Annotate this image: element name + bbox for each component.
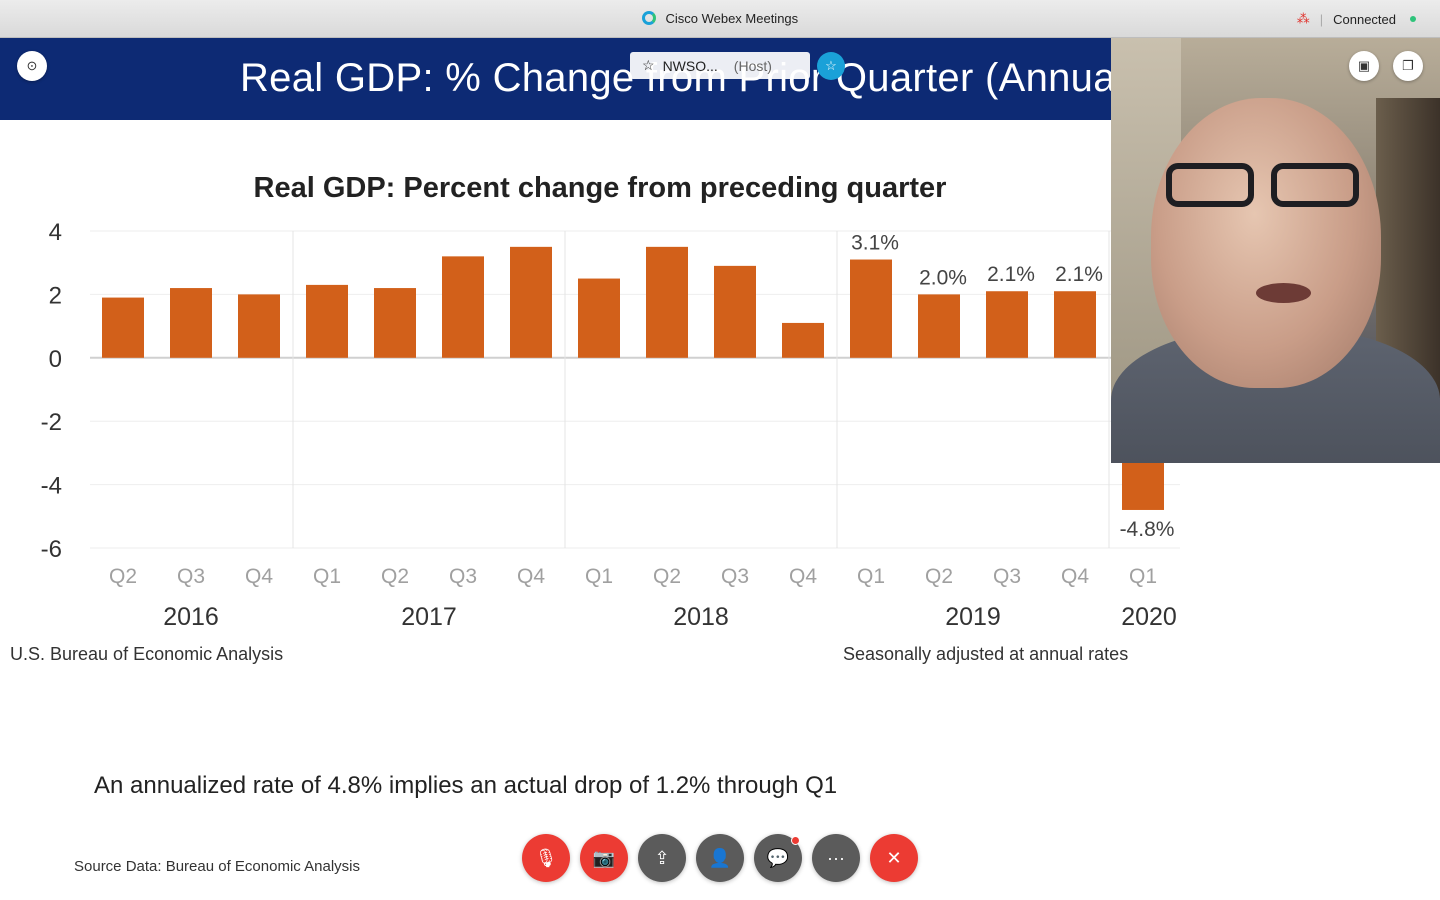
chat-icon: 💬 xyxy=(766,847,790,868)
pin-icon: ☆ xyxy=(825,58,837,73)
bar xyxy=(238,294,280,358)
y-tick-label: -2 xyxy=(41,409,62,436)
data-label: 2.1% xyxy=(1055,263,1103,286)
picture-in-picture-icon: ▣ xyxy=(1357,58,1371,73)
x-tick-label: Q3 xyxy=(721,565,749,588)
leave-button[interactable]: ✕ xyxy=(870,834,918,882)
year-label: 2016 xyxy=(163,603,219,631)
chart-title: Real GDP: Percent change from preceding … xyxy=(253,172,947,204)
year-label: 2020 xyxy=(1121,603,1177,631)
gdp-bar-chart: 4 2 0 -2 -4 -6 3.1% 2.0% 2.1% 2.1% -4.8% Q2 Q3 Q4 Q1 Q2… xyxy=(41,219,1180,631)
year-label: 2017 xyxy=(401,603,457,631)
x-tick-label: Q2 xyxy=(653,565,681,588)
webex-logo-icon xyxy=(641,11,656,25)
lens-left xyxy=(1166,163,1254,207)
chat-button[interactable]: 💬 xyxy=(754,834,802,882)
x-tick-label: Q3 xyxy=(993,565,1021,588)
x-tick-label: Q4 xyxy=(245,565,273,588)
participants-icon: 👤 xyxy=(708,847,732,868)
x-tick-label: Q1 xyxy=(857,565,885,588)
bar xyxy=(1054,291,1096,358)
host-label[interactable]: ☆ NWSO... (Host) xyxy=(630,52,810,79)
bar xyxy=(442,256,484,358)
y-tick-label: 0 xyxy=(49,346,62,373)
source-data: Source Data: Bureau of Economic Analysis xyxy=(74,858,360,875)
video-button[interactable]: 📷 xyxy=(580,834,628,882)
slide-note: An annualized rate of 4.8% implies an ac… xyxy=(94,772,838,799)
x-tick-label: Q1 xyxy=(585,565,613,588)
status-dot-icon xyxy=(1410,16,1416,22)
data-label: -4.8% xyxy=(1120,518,1175,541)
mic-muted-icon: ⁂ xyxy=(1296,11,1310,26)
layout-icon: ❐ xyxy=(1402,58,1414,73)
info-button[interactable]: ⊙ xyxy=(17,51,47,81)
participants-button[interactable]: 👤 xyxy=(696,834,744,882)
data-label: 3.1% xyxy=(851,232,899,255)
bar xyxy=(374,288,416,358)
host-name: NWSO... xyxy=(662,57,718,74)
notification-dot xyxy=(791,836,800,845)
bar xyxy=(510,246,552,358)
bar xyxy=(714,265,756,358)
share-button[interactable]: ⇪ xyxy=(638,834,686,882)
pin-outline-icon: ☆ xyxy=(642,57,655,73)
y-tick-label: 4 xyxy=(49,219,62,246)
bar xyxy=(850,259,892,358)
bar xyxy=(306,284,348,358)
data-label: 2.0% xyxy=(919,266,967,289)
layout-button[interactable]: ❐ xyxy=(1393,51,1423,81)
x-tick-label: Q2 xyxy=(109,565,137,588)
year-label: 2019 xyxy=(945,603,1001,631)
bar xyxy=(102,297,144,358)
bar xyxy=(986,291,1028,358)
pip-button[interactable]: ▣ xyxy=(1349,51,1379,81)
share-icon: ⇪ xyxy=(654,847,670,868)
x-tick-label: Q4 xyxy=(789,565,817,588)
connection-status: ⁂ | Connected xyxy=(1297,11,1416,27)
title-bar: Cisco Webex Meetings ⁂ | Connected xyxy=(0,0,1440,38)
close-icon: ✕ xyxy=(886,847,902,868)
x-tick-label: Q4 xyxy=(1061,565,1089,588)
participant-face xyxy=(1151,98,1381,388)
app-title: Cisco Webex Meetings xyxy=(665,11,799,26)
pin-button[interactable]: ☆ xyxy=(817,52,845,80)
more-icon: ··· xyxy=(827,847,845,868)
bar xyxy=(918,294,960,358)
bar xyxy=(578,278,620,358)
x-tick-label: Q2 xyxy=(381,565,409,588)
source-right: Seasonally adjusted at annual rates xyxy=(843,644,1129,664)
x-tick-label: Q1 xyxy=(1129,565,1157,588)
host-tag: (Host) xyxy=(733,57,772,74)
year-label: 2018 xyxy=(673,603,729,631)
y-tick-label: -6 xyxy=(41,536,62,563)
bar xyxy=(170,288,212,358)
y-tick-label: 2 xyxy=(49,282,62,309)
x-tick-label: Q3 xyxy=(177,565,205,588)
mic-muted-icon: 🎙 xyxy=(534,847,558,868)
x-tick-label: Q4 xyxy=(517,565,545,588)
status-text: Connected xyxy=(1333,11,1396,27)
info-icon: ⊙ xyxy=(26,58,38,73)
camera-off-icon: 📷 xyxy=(592,847,616,868)
participant-mouth xyxy=(1256,283,1311,303)
x-tick-label: Q3 xyxy=(449,565,477,588)
data-label: 2.1% xyxy=(987,263,1035,286)
x-tick-label: Q1 xyxy=(313,565,341,588)
source-left: U.S. Bureau of Economic Analysis xyxy=(10,644,284,664)
mute-button[interactable]: 🎙 xyxy=(522,834,570,882)
lens-right xyxy=(1271,163,1359,207)
divider: | xyxy=(1319,11,1324,27)
app-title-area: Cisco Webex Meetings xyxy=(0,11,1440,26)
more-button[interactable]: ··· xyxy=(812,834,860,882)
bar xyxy=(782,322,824,358)
participant-glasses xyxy=(1166,163,1366,213)
y-tick-label: -4 xyxy=(41,473,62,500)
bar xyxy=(646,246,688,358)
participant-video[interactable] xyxy=(1111,38,1440,463)
x-tick-label: Q2 xyxy=(925,565,953,588)
